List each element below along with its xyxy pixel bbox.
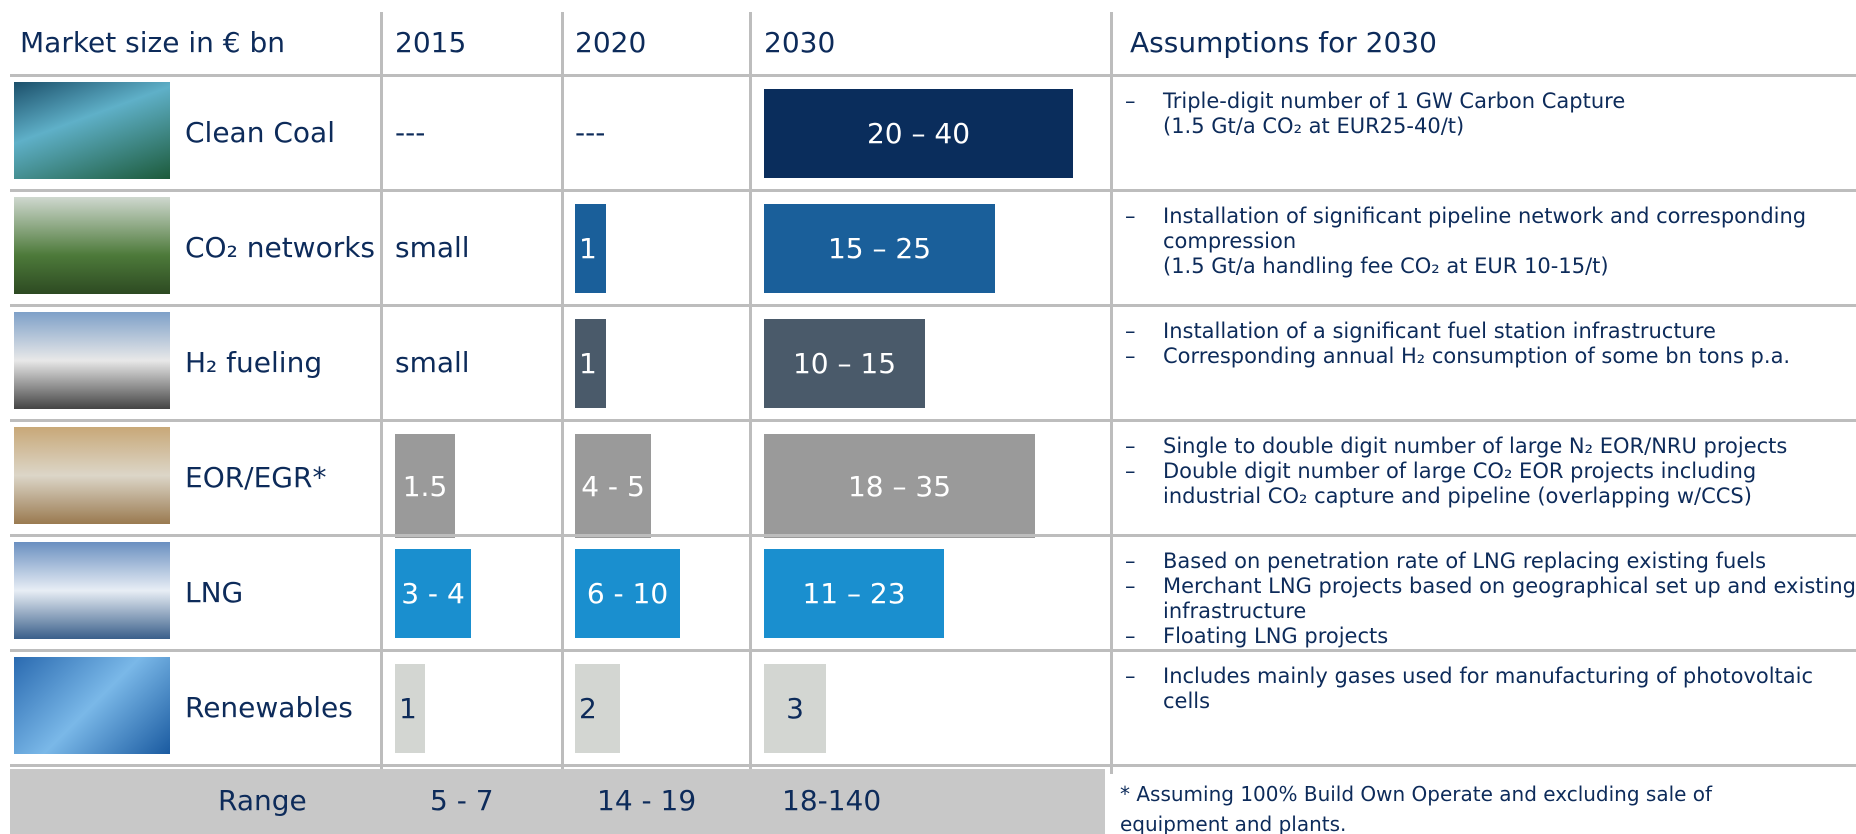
assumption-item: Single to double digit number of large N…: [1113, 434, 1856, 459]
bar-cell: 3 - 4: [395, 549, 471, 638]
assumption-item: Includes mainly gases used for manufactu…: [1113, 664, 1856, 714]
bar-cell: 20 – 40: [764, 89, 1073, 178]
assumptions: Based on penetration rate of LNG replaci…: [1113, 549, 1856, 649]
row-image: [14, 312, 170, 409]
bar-cell: 4 - 5: [575, 434, 651, 538]
header-title: Market size in € bn: [20, 26, 286, 59]
bar-cell: 1: [575, 319, 606, 408]
row-divider: [10, 189, 1856, 192]
assumption-item: Floating LNG projects: [1113, 624, 1856, 649]
divider: [749, 12, 752, 774]
row-image: [14, 542, 170, 639]
footer-value: 18-140: [782, 784, 882, 817]
row-label: LNG: [185, 575, 244, 609]
divider: [380, 12, 383, 774]
assumption-item: Triple-digit number of 1 GW Carbon Captu…: [1113, 89, 1856, 139]
cell-text: ---: [575, 115, 606, 149]
row-image: [14, 82, 170, 179]
assumptions: Installation of significant pipeline net…: [1113, 204, 1856, 279]
assumption-item: Double digit number of large CO₂ EOR pro…: [1113, 459, 1856, 509]
row-image: [14, 657, 170, 754]
row-divider: [10, 419, 1856, 422]
row-label: EOR/EGR*: [185, 460, 327, 494]
assumptions-title: Assumptions for 2030: [1130, 26, 1437, 59]
footer-band: [10, 769, 1105, 834]
assumption-item: Installation of significant pipeline net…: [1113, 204, 1856, 279]
assumptions: Includes mainly gases used for manufactu…: [1113, 664, 1856, 714]
bar-cell: 10 – 15: [764, 319, 925, 408]
row-divider: [10, 764, 1856, 767]
footer-value: 14 - 19: [597, 784, 697, 817]
row-image: [14, 197, 170, 294]
row-label: Renewables: [185, 690, 353, 724]
bar-cell: 3: [764, 664, 826, 753]
cell-text: small: [395, 345, 470, 379]
assumptions: Installation of a significant fuel stati…: [1113, 319, 1856, 369]
assumption-item: Installation of a significant fuel stati…: [1113, 319, 1856, 344]
footer-label: Range: [218, 784, 307, 817]
row-divider: [10, 649, 1856, 652]
bar-cell: 1: [575, 204, 606, 293]
assumptions: Triple-digit number of 1 GW Carbon Captu…: [1113, 89, 1856, 139]
column-header: 2030: [764, 26, 836, 59]
row-label: CO₂ networks: [185, 230, 376, 264]
row-image: [14, 427, 170, 524]
bar-cell: 1: [395, 664, 425, 753]
assumptions: Single to double digit number of large N…: [1113, 434, 1856, 509]
column-header: 2020: [575, 26, 647, 59]
row-label: H₂ fueling: [185, 345, 323, 379]
bar-cell: 6 - 10: [575, 549, 680, 638]
row-divider: [10, 534, 1856, 537]
assumption-item: Merchant LNG projects based on geographi…: [1113, 574, 1856, 624]
bar-cell: 15 – 25: [764, 204, 995, 293]
cell-text: ---: [395, 115, 426, 149]
row-divider: [10, 74, 1856, 77]
bar-cell: 11 – 23: [764, 549, 944, 638]
column-header: 2015: [395, 26, 467, 59]
cell-text: small: [395, 230, 470, 264]
row-divider: [10, 304, 1856, 307]
row-label: Clean Coal: [185, 115, 335, 149]
assumption-item: Corresponding annual H₂ consumption of s…: [1113, 344, 1856, 369]
bar-cell: 18 – 35: [764, 434, 1035, 538]
bar-cell: 1.5: [395, 434, 455, 538]
footer-value: 5 - 7: [430, 784, 494, 817]
divider: [561, 12, 564, 774]
assumption-item: Based on penetration rate of LNG replaci…: [1113, 549, 1856, 574]
footer-note: * Assuming 100% Build Own Operate and ex…: [1120, 782, 1713, 834]
bar-cell: 2: [575, 664, 620, 753]
divider: [1110, 12, 1113, 774]
